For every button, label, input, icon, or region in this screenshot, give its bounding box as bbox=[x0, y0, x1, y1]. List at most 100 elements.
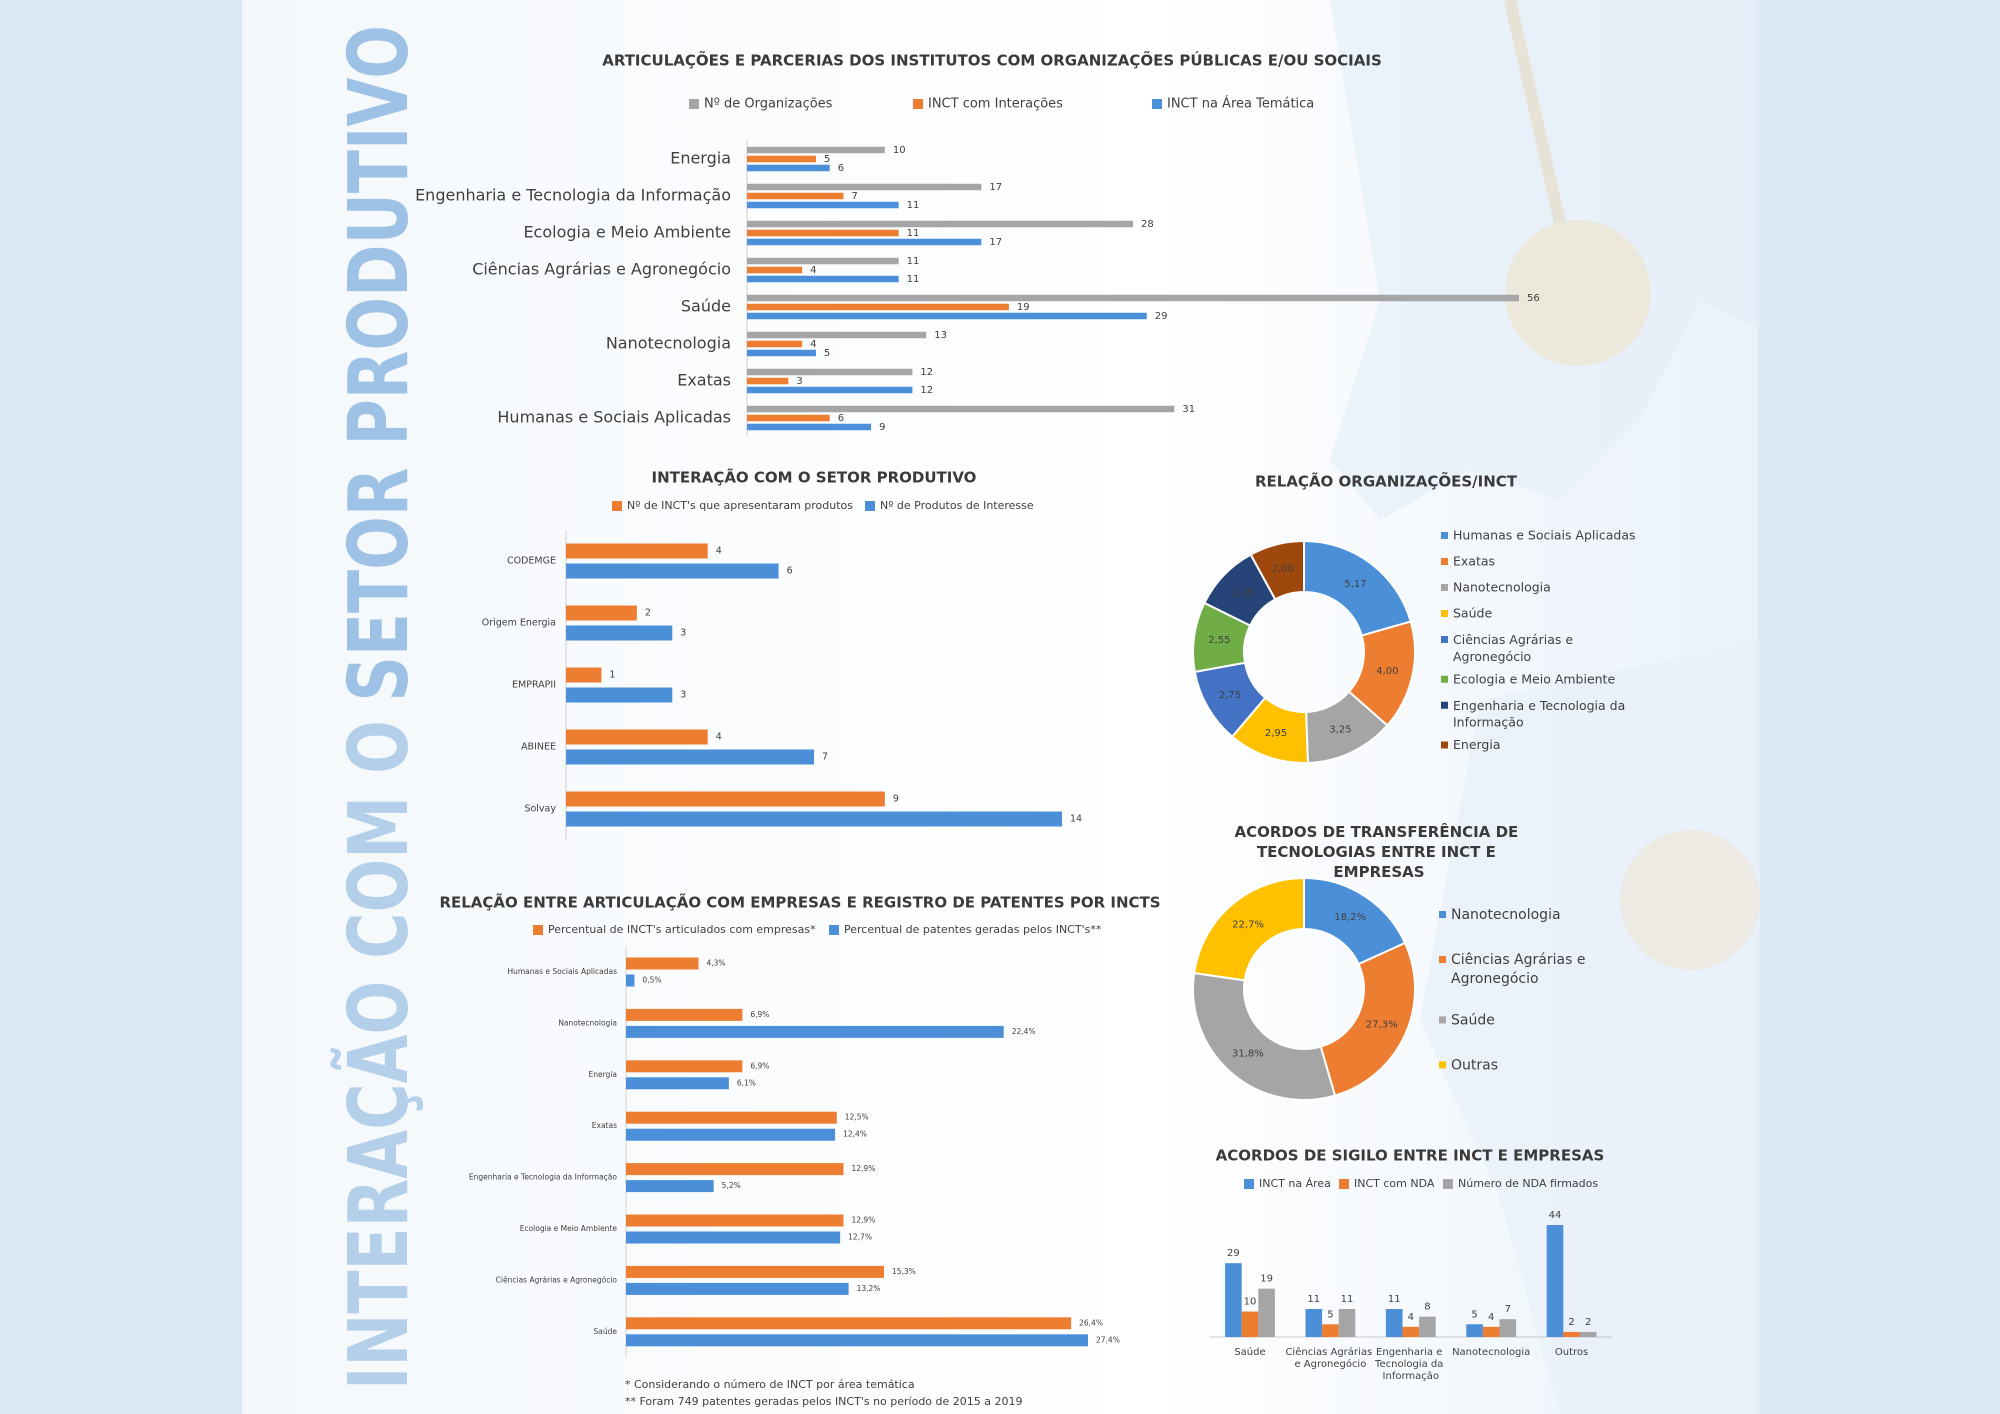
value-label: 11 bbox=[907, 200, 920, 211]
chart-title: ACORDOS DE SIGILO ENTRE INCT E EMPRESAS bbox=[1216, 1147, 1605, 1165]
value-label: 11 bbox=[1388, 1294, 1401, 1305]
bar bbox=[747, 201, 899, 209]
bar bbox=[626, 1265, 884, 1278]
value-label: 4 bbox=[810, 339, 816, 350]
value-label: 4 bbox=[1408, 1312, 1414, 1323]
legend-swatch bbox=[1339, 1179, 1349, 1189]
value-label: 6,9% bbox=[750, 1061, 769, 1070]
category-label: Engenharia e Tecnologia da Informação bbox=[1374, 1347, 1447, 1382]
value-label: 6 bbox=[838, 163, 844, 174]
value-label: 1 bbox=[609, 670, 615, 681]
value-label: 0,5% bbox=[642, 976, 661, 985]
bar bbox=[566, 687, 673, 703]
bar bbox=[566, 625, 673, 641]
value-label: 12,9% bbox=[852, 1164, 876, 1173]
bar bbox=[626, 1025, 1004, 1038]
legend-label: Saúde bbox=[1453, 606, 1492, 621]
bar bbox=[747, 192, 844, 200]
legend-swatch bbox=[1441, 701, 1448, 709]
category-label: Outros bbox=[1555, 1347, 1588, 1358]
value-label: 3 bbox=[680, 690, 686, 701]
donut-slice bbox=[1249, 539, 1305, 601]
value-label: 10 bbox=[893, 145, 906, 156]
category-label: Humanas e Sociais Aplicadas bbox=[497, 408, 731, 427]
value-label: 5 bbox=[1327, 1309, 1333, 1320]
category-label: Nanotecnologia bbox=[606, 334, 731, 353]
bar bbox=[566, 749, 814, 765]
chart-title: ACORDOS DE TRANSFERÊNCIA DE TECNOLOGIAS … bbox=[1235, 822, 1524, 881]
bar bbox=[1546, 1225, 1564, 1337]
value-label: 2,45 bbox=[1231, 588, 1253, 599]
bar bbox=[747, 377, 789, 385]
value-label: 56 bbox=[1527, 293, 1540, 304]
value-label: 7 bbox=[852, 191, 858, 202]
bar bbox=[626, 1317, 1072, 1330]
value-label: 4 bbox=[810, 265, 816, 276]
bar bbox=[1305, 1309, 1323, 1337]
side-title-lead: INTERAÇÃO COM O bbox=[330, 720, 427, 1390]
bar bbox=[566, 563, 779, 579]
value-label: 6,9% bbox=[750, 1010, 769, 1019]
value-label: 18,2% bbox=[1334, 912, 1366, 923]
bar bbox=[1338, 1309, 1356, 1337]
legend-label: Nanotecnologia bbox=[1453, 580, 1551, 595]
category-label: Ciências Agrárias e Agronegócio bbox=[496, 1275, 618, 1284]
legend-swatch bbox=[1441, 558, 1448, 565]
bar bbox=[626, 974, 635, 987]
legend-swatch bbox=[1441, 741, 1448, 749]
category-label: Exatas bbox=[592, 1121, 617, 1130]
bar bbox=[626, 1077, 729, 1090]
category-label: ABINEE bbox=[521, 742, 556, 753]
legend-swatch bbox=[1439, 956, 1446, 963]
value-label: 4 bbox=[716, 546, 722, 557]
value-label: 2 bbox=[1568, 1317, 1574, 1328]
bar bbox=[626, 1008, 743, 1021]
donut-slice bbox=[1192, 971, 1337, 1101]
bar bbox=[1419, 1316, 1436, 1337]
value-label: 13 bbox=[934, 330, 947, 341]
category-label: EMPRAPII bbox=[512, 680, 556, 691]
decor-circle bbox=[1620, 830, 1760, 970]
legend-label: Nº de Produtos de Interesse bbox=[880, 499, 1034, 512]
value-label: 11 bbox=[1341, 1294, 1354, 1305]
legend-label: Ciências Agrárias e Agronegócio bbox=[1453, 632, 1577, 664]
legend-label: INCT com NDA bbox=[1354, 1177, 1435, 1190]
value-label: 2,55 bbox=[1208, 635, 1230, 646]
chart-title: ARTICULAÇÕES E PARCERIAS DOS INSTITUTOS … bbox=[602, 51, 1382, 70]
bar bbox=[1499, 1319, 1517, 1337]
value-label: 5 bbox=[824, 348, 830, 359]
bar bbox=[747, 405, 1175, 413]
legend-swatch bbox=[1441, 675, 1448, 683]
legend-swatch bbox=[1244, 1179, 1254, 1189]
value-label: 12,9% bbox=[852, 1216, 876, 1225]
category-label: CODEMGE bbox=[507, 556, 556, 567]
bar bbox=[747, 275, 899, 283]
bar bbox=[747, 303, 1009, 311]
value-label: 10 bbox=[1244, 1297, 1257, 1308]
category-label: Ecologia e Meio Ambiente bbox=[520, 1224, 618, 1233]
value-label: 31 bbox=[1182, 404, 1195, 415]
bar bbox=[747, 183, 982, 191]
bar bbox=[566, 791, 885, 807]
value-label: 3 bbox=[796, 376, 802, 387]
value-label: 44 bbox=[1549, 1210, 1562, 1221]
bar bbox=[747, 386, 913, 394]
category-label: Humanas e Sociais Aplicadas bbox=[507, 967, 617, 976]
value-label: 27,4% bbox=[1096, 1335, 1120, 1344]
chart-title: RELAÇÃO ENTRE ARTICULAÇÃO COM EMPRESAS E… bbox=[439, 893, 1160, 912]
legend-label: INCT com Interações bbox=[928, 97, 1063, 112]
bar bbox=[747, 340, 803, 348]
value-label: 8 bbox=[1424, 1302, 1430, 1313]
value-label: 27,3% bbox=[1366, 1020, 1398, 1031]
bar bbox=[1322, 1324, 1339, 1337]
category-label: Engenharia e Tecnologia da Informação bbox=[469, 1173, 618, 1182]
bar bbox=[566, 605, 637, 621]
legend-label: Saúde bbox=[1451, 1012, 1495, 1028]
category-label: Nanotecnologia bbox=[558, 1018, 617, 1027]
bar bbox=[626, 1214, 844, 1227]
category-label: Exatas bbox=[677, 371, 731, 390]
value-label: 5 bbox=[1471, 1309, 1477, 1320]
bar bbox=[747, 294, 1519, 302]
